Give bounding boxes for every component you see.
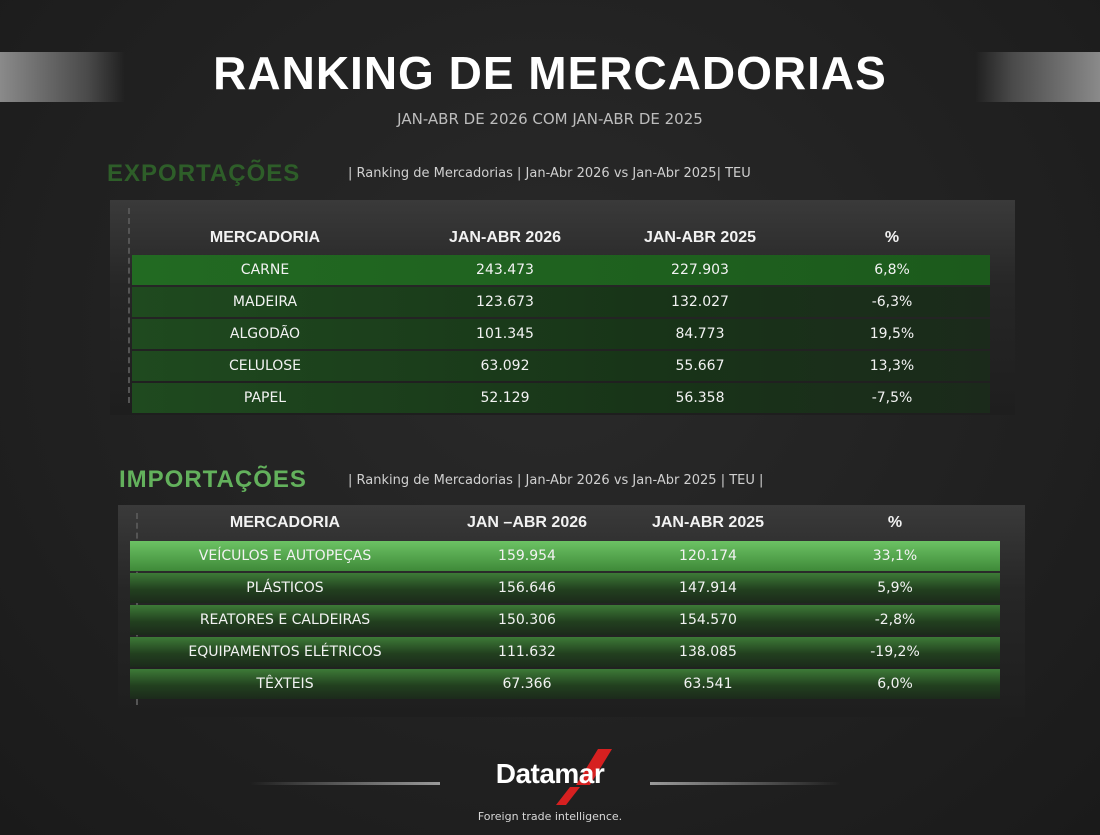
header-row: MERCADORIA JAN-ABR 2026 JAN-ABR 2025% xyxy=(132,223,990,253)
page-title: RANKING DE MERCADORIAS xyxy=(213,47,887,99)
table-row: CELULOSE 63.092 55.667 13,3% xyxy=(132,351,990,381)
table-cell: 13,3% xyxy=(869,358,915,374)
table-cell: 56.358 xyxy=(675,390,725,406)
table-cell: 243.473 xyxy=(476,262,534,278)
table-cell: 55.667 xyxy=(675,358,725,374)
table-cell: 33,1% xyxy=(872,548,918,564)
table-cell: 63.541 xyxy=(683,676,733,692)
divider xyxy=(250,782,440,785)
table-cell: -6,3% xyxy=(871,294,913,310)
table-cell: MADEIRA xyxy=(232,294,298,310)
table-cell: 101.345 xyxy=(476,326,534,342)
table-cell: 138.085 xyxy=(679,644,737,660)
table-cell: 150.306 xyxy=(498,612,556,628)
header-cell: JAN-ABR 2025 xyxy=(643,229,757,246)
table-cell: 147.914 xyxy=(679,580,737,596)
table-cell: 19,5% xyxy=(869,326,915,342)
section-title: IMPORTAÇÕES xyxy=(119,466,307,493)
table-row: REATORES E CALDEIRAS 150.306 154.570 -2,8% xyxy=(130,605,1000,635)
table-cell: 67.366 xyxy=(502,676,552,692)
exports-table: MERCADORIA JAN-ABR 2026 JAN-ABR 2025% CARNE… xyxy=(110,200,1015,415)
header-cell: JAN-ABR 2025 xyxy=(651,514,765,531)
table-row: EQUIPAMENTOS ELÉTRICOS 111.632 138.085 -19,… xyxy=(130,637,1000,667)
logo-mark xyxy=(556,749,612,805)
table-row: ALGODÃO 101.345 84.773 19,5% xyxy=(132,319,990,349)
header-cell: MERCADORIA xyxy=(229,514,341,531)
table-row: PAPEL 52.129 56.358 -7,5% xyxy=(132,383,990,413)
section-caption: | Ranking de Mercadorias | Jan-Abr 2026 … xyxy=(348,166,751,181)
table-cell: REATORES E CALDEIRAS xyxy=(199,612,371,628)
table-cell: -7,5% xyxy=(871,390,913,406)
dash-line xyxy=(128,208,130,403)
table-cell: TÊXTEIS xyxy=(256,676,314,692)
table-cell: 6,0% xyxy=(877,676,913,692)
header-cell: MERCADORIA xyxy=(209,229,321,246)
table-cell: 132.027 xyxy=(671,294,729,310)
header-cell: % xyxy=(884,229,900,246)
section-title: EXPORTAÇÕES xyxy=(107,160,301,187)
table-cell: -19,2% xyxy=(870,644,920,660)
imports-table: MERCADORIA JAN –ABR 2026 JAN-ABR 2025% VEÍC… xyxy=(118,505,1025,717)
table-cell: 111.632 xyxy=(498,644,556,660)
brand: Datamar xyxy=(495,758,605,789)
table-row: TÊXTEIS 67.366 63.541 6,0% xyxy=(130,669,1000,699)
table-cell: EQUIPAMENTOS ELÉTRICOS xyxy=(188,644,382,660)
table-cell: 63.092 xyxy=(480,358,530,374)
header-cell: JAN-ABR 2026 xyxy=(448,229,562,246)
table-cell: 5,9% xyxy=(877,580,913,596)
table-cell: 154.570 xyxy=(679,612,737,628)
section-caption: | Ranking de Mercadorias | Jan-Abr 2026 … xyxy=(348,473,764,488)
page-subtitle: JAN-ABR DE 2026 COM JAN-ABR DE 2025 xyxy=(397,110,703,128)
table-cell: 6,8% xyxy=(874,262,910,278)
table-cell: 159.954 xyxy=(498,548,556,564)
header-row: MERCADORIA JAN –ABR 2026 JAN-ABR 2025% xyxy=(130,508,1000,538)
table-cell: 156.646 xyxy=(498,580,556,596)
table-row: PLÁSTICOS 156.646 147.914 5,9% xyxy=(130,573,1000,603)
header-cell: JAN –ABR 2026 xyxy=(466,514,588,531)
header-cell: % xyxy=(887,514,903,531)
divider xyxy=(650,782,840,785)
table-row: VEÍCULOS E AUTOPEÇAS 159.954 120.174 33,1% xyxy=(130,541,1000,571)
table-cell: 227.903 xyxy=(671,262,729,278)
table-cell: VEÍCULOS E AUTOPEÇAS xyxy=(198,548,372,564)
table-cell: 84.773 xyxy=(675,326,725,342)
tagline: Foreign trade intelligence. xyxy=(477,810,623,823)
table-row: CARNE 243.473 227.903 6,8% xyxy=(132,255,990,285)
decor-bar xyxy=(0,52,125,102)
table-cell: 52.129 xyxy=(480,390,530,406)
table-cell: PLÁSTICOS xyxy=(246,580,324,596)
table-cell: 123.673 xyxy=(476,294,534,310)
table-cell: PAPEL xyxy=(243,390,287,406)
decor-bar xyxy=(975,52,1100,102)
table-cell: CARNE xyxy=(240,262,290,278)
table-cell: -2,8% xyxy=(874,612,916,628)
table-cell: ALGODÃO xyxy=(229,326,301,342)
table-cell: 120.174 xyxy=(679,548,737,564)
table-cell: CELULOSE xyxy=(228,358,302,374)
table-row: MADEIRA 123.673 132.027 -6,3% xyxy=(132,287,990,317)
